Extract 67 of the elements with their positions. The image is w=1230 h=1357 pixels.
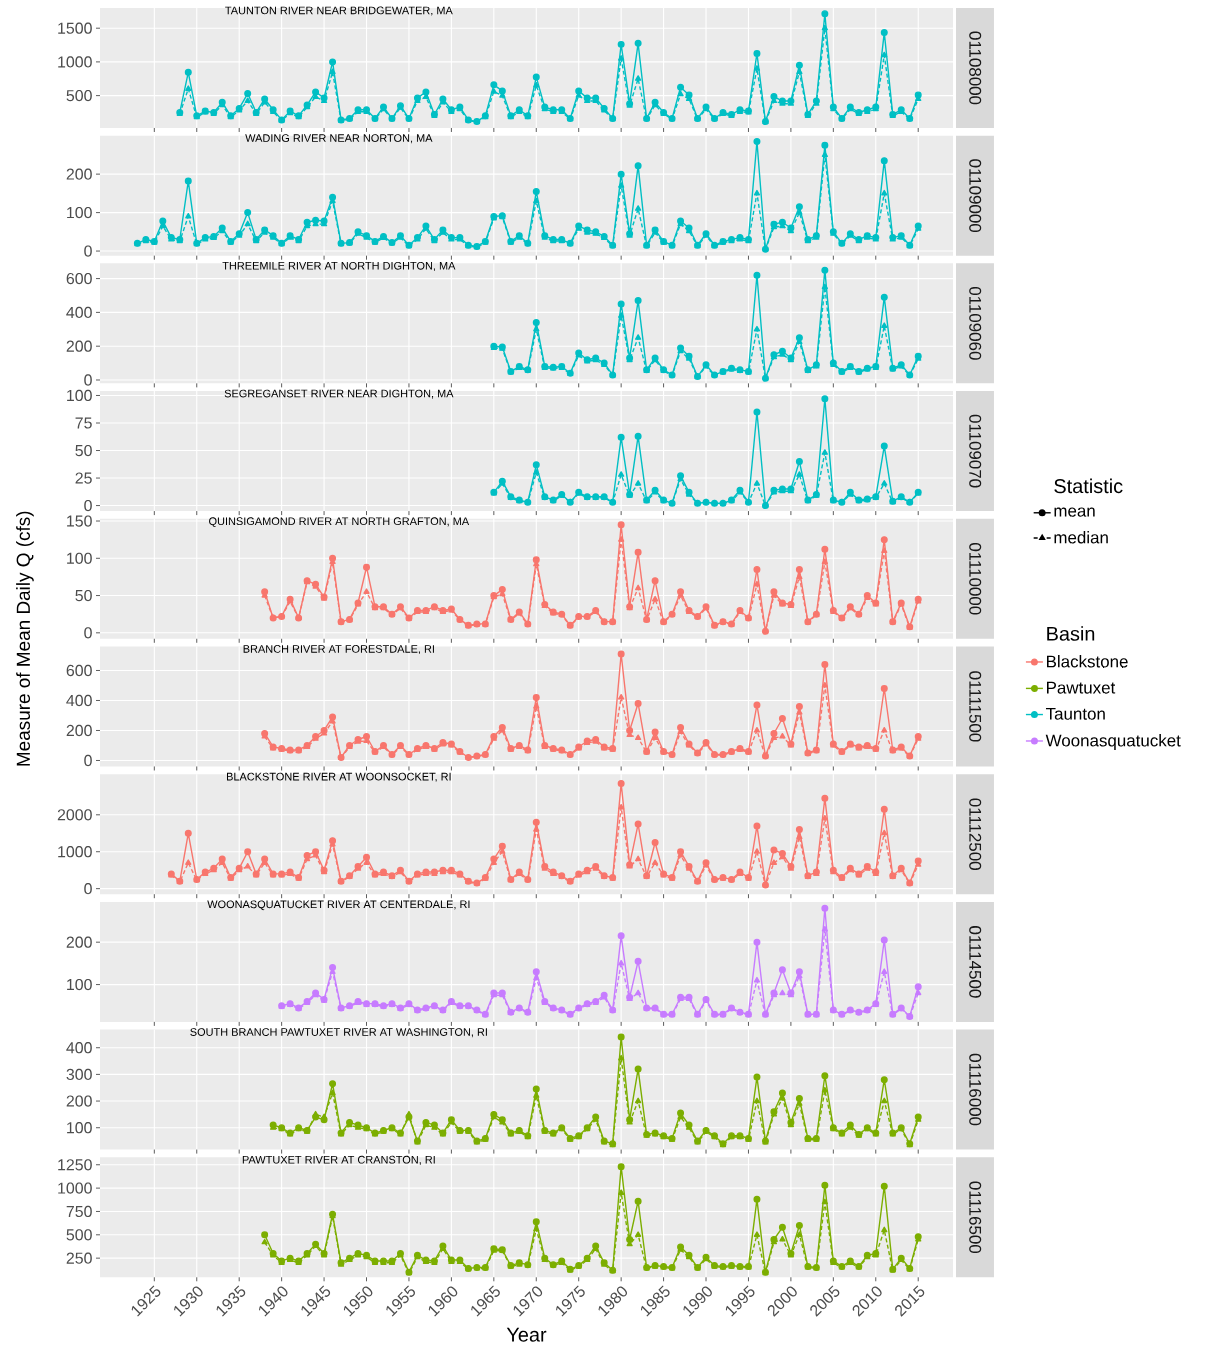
y-tick-label: 100 [67, 1122, 92, 1134]
y-tick-label: 0 [84, 374, 92, 386]
y-tick-label: 400 [66, 694, 92, 707]
y-tick-label: 200 [66, 340, 92, 352]
category-label: Woonasquatucket [1045, 734, 1181, 750]
y2-axis-title: 01116500 [969, 1181, 982, 1254]
y-tick-label: 200 [66, 168, 92, 180]
y-tick-label: 600 [66, 272, 92, 285]
y-axis-title: Measure of Mean Daily Q (cfs) [16, 511, 34, 766]
y-tick-label: 1500 [58, 22, 92, 34]
y-tick-label: 2000 [57, 809, 92, 821]
chart-title: BRANCH RIVER AT FORESTDALE, RI [243, 645, 434, 655]
y-tick-label: 250 [66, 1252, 92, 1264]
y2-axis-title: 01109060 [969, 286, 982, 360]
y-tick-label: 600 [66, 664, 92, 677]
chart-title: SOUTH BRANCH PAWTUXET RIVER AT WASHINGTON, RI [190, 1028, 487, 1038]
text: median [1054, 531, 1108, 544]
y2-axis-title: 01108000 [969, 31, 982, 105]
chart-title: PAWTUXET RIVER AT CRANSTON, RI [242, 1155, 435, 1165]
y-tick-label: 1000 [58, 56, 92, 68]
chart-title: BLACKSTONE RIVER AT WOONSOCKET, RI [227, 772, 451, 782]
category-label: Blackstone [1047, 655, 1128, 668]
y-tick-label: 0 [84, 627, 92, 639]
x-axis-title: Year [506, 1327, 547, 1342]
y-tick-label: 0 [84, 754, 92, 767]
y-tick-label: 200 [66, 1095, 92, 1107]
y-tick-label: 100 [67, 206, 92, 219]
y2-axis-title: 01109070 [969, 414, 982, 488]
y-tick-label: 75 [75, 417, 92, 429]
chart-title: THREEMILE RIVER AT NORTH DIGHTON, MA [222, 261, 456, 271]
y2-axis-title: 01109000 [969, 159, 982, 233]
y-tick-label: 0 [84, 499, 92, 512]
y-tick-label: 500 [66, 89, 92, 102]
chart-title: QUINSIGAMOND RIVER AT NORTH GRAFTON, MA [209, 517, 470, 528]
y2-axis-title: 01110000 [969, 543, 982, 615]
legend-title: Basin [1047, 626, 1095, 641]
category-label: Pawtuxet [1047, 681, 1116, 694]
y-tick-label: 500 [66, 1229, 92, 1241]
y-tick-label: 0 [84, 883, 92, 895]
chart-title: WADING RIVER NEAR NORTON, MA [245, 134, 433, 144]
y-tick-label: 100 [67, 552, 92, 564]
y-tick-label: 0 [84, 245, 92, 257]
category-label: Taunton [1045, 707, 1105, 720]
y-tick-label: 750 [66, 1205, 92, 1218]
y-tick-label: 100 [67, 389, 92, 402]
y-tick-label: 150 [67, 515, 92, 527]
y-tick-label: 50 [75, 444, 92, 457]
y-tick-label: 1250 [58, 1159, 92, 1171]
y-tick-label: 1000 [58, 1182, 92, 1194]
y-tick-label: 100 [67, 978, 92, 991]
y-tick-label: 1000 [58, 846, 92, 858]
y-tick-label: 50 [75, 589, 92, 602]
y-tick-label: 400 [66, 1042, 92, 1054]
y2-axis-title: 01114500 [969, 926, 982, 998]
legend-title: Statistic [1054, 478, 1123, 494]
y2-axis-title: 01116000 [969, 1053, 982, 1126]
y-tick-label: 25 [75, 472, 92, 484]
y-tick-label: 200 [66, 724, 92, 737]
chart-title: SEGREGANSET RIVER NEAR DIGHTON, MA [224, 389, 454, 399]
y2-axis-title: 01112500 [969, 798, 982, 870]
y-tick-label: 300 [66, 1068, 92, 1081]
text: mean [1054, 507, 1095, 517]
y2-axis-title: 01111500 [969, 671, 982, 742]
chart-title: TAUNTON RIVER NEAR BRIDGEWATER, MA [225, 6, 453, 16]
chart-title: WOONASQUATUCKET RIVER AT CENTERDALE, RI [207, 900, 470, 911]
y-tick-label: 200 [66, 936, 92, 948]
y-tick-label: 400 [66, 306, 92, 319]
